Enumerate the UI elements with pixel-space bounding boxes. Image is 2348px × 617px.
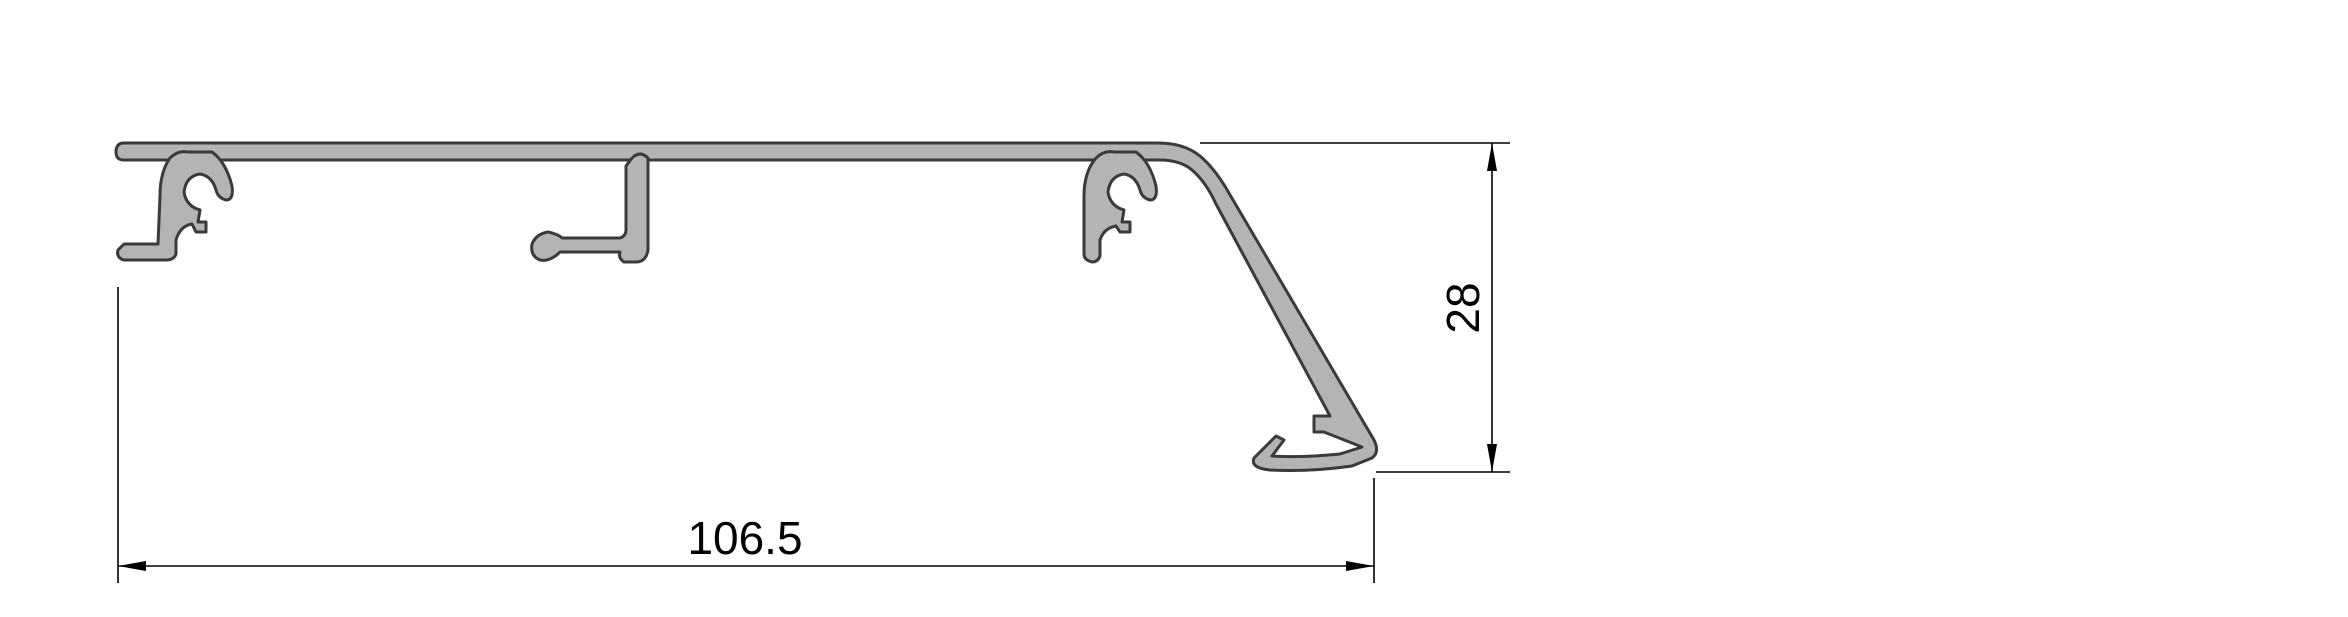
dimension-lines (117, 142, 1510, 583)
height-arrow-bottom (1487, 444, 1497, 472)
profile-middle-leg (530, 152, 650, 264)
width-arrow-left (118, 561, 146, 571)
profile-right-clip (1082, 150, 1158, 264)
profile-top-plate (114, 141, 1379, 472)
width-arrow-right (1346, 561, 1374, 571)
height-dimension-label: 28 (1437, 282, 1489, 333)
height-arrow-top (1487, 143, 1497, 171)
width-dimension-label: 106.5 (687, 512, 802, 564)
profile-left-clip (116, 150, 234, 262)
profile-cross-section (114, 141, 1379, 472)
